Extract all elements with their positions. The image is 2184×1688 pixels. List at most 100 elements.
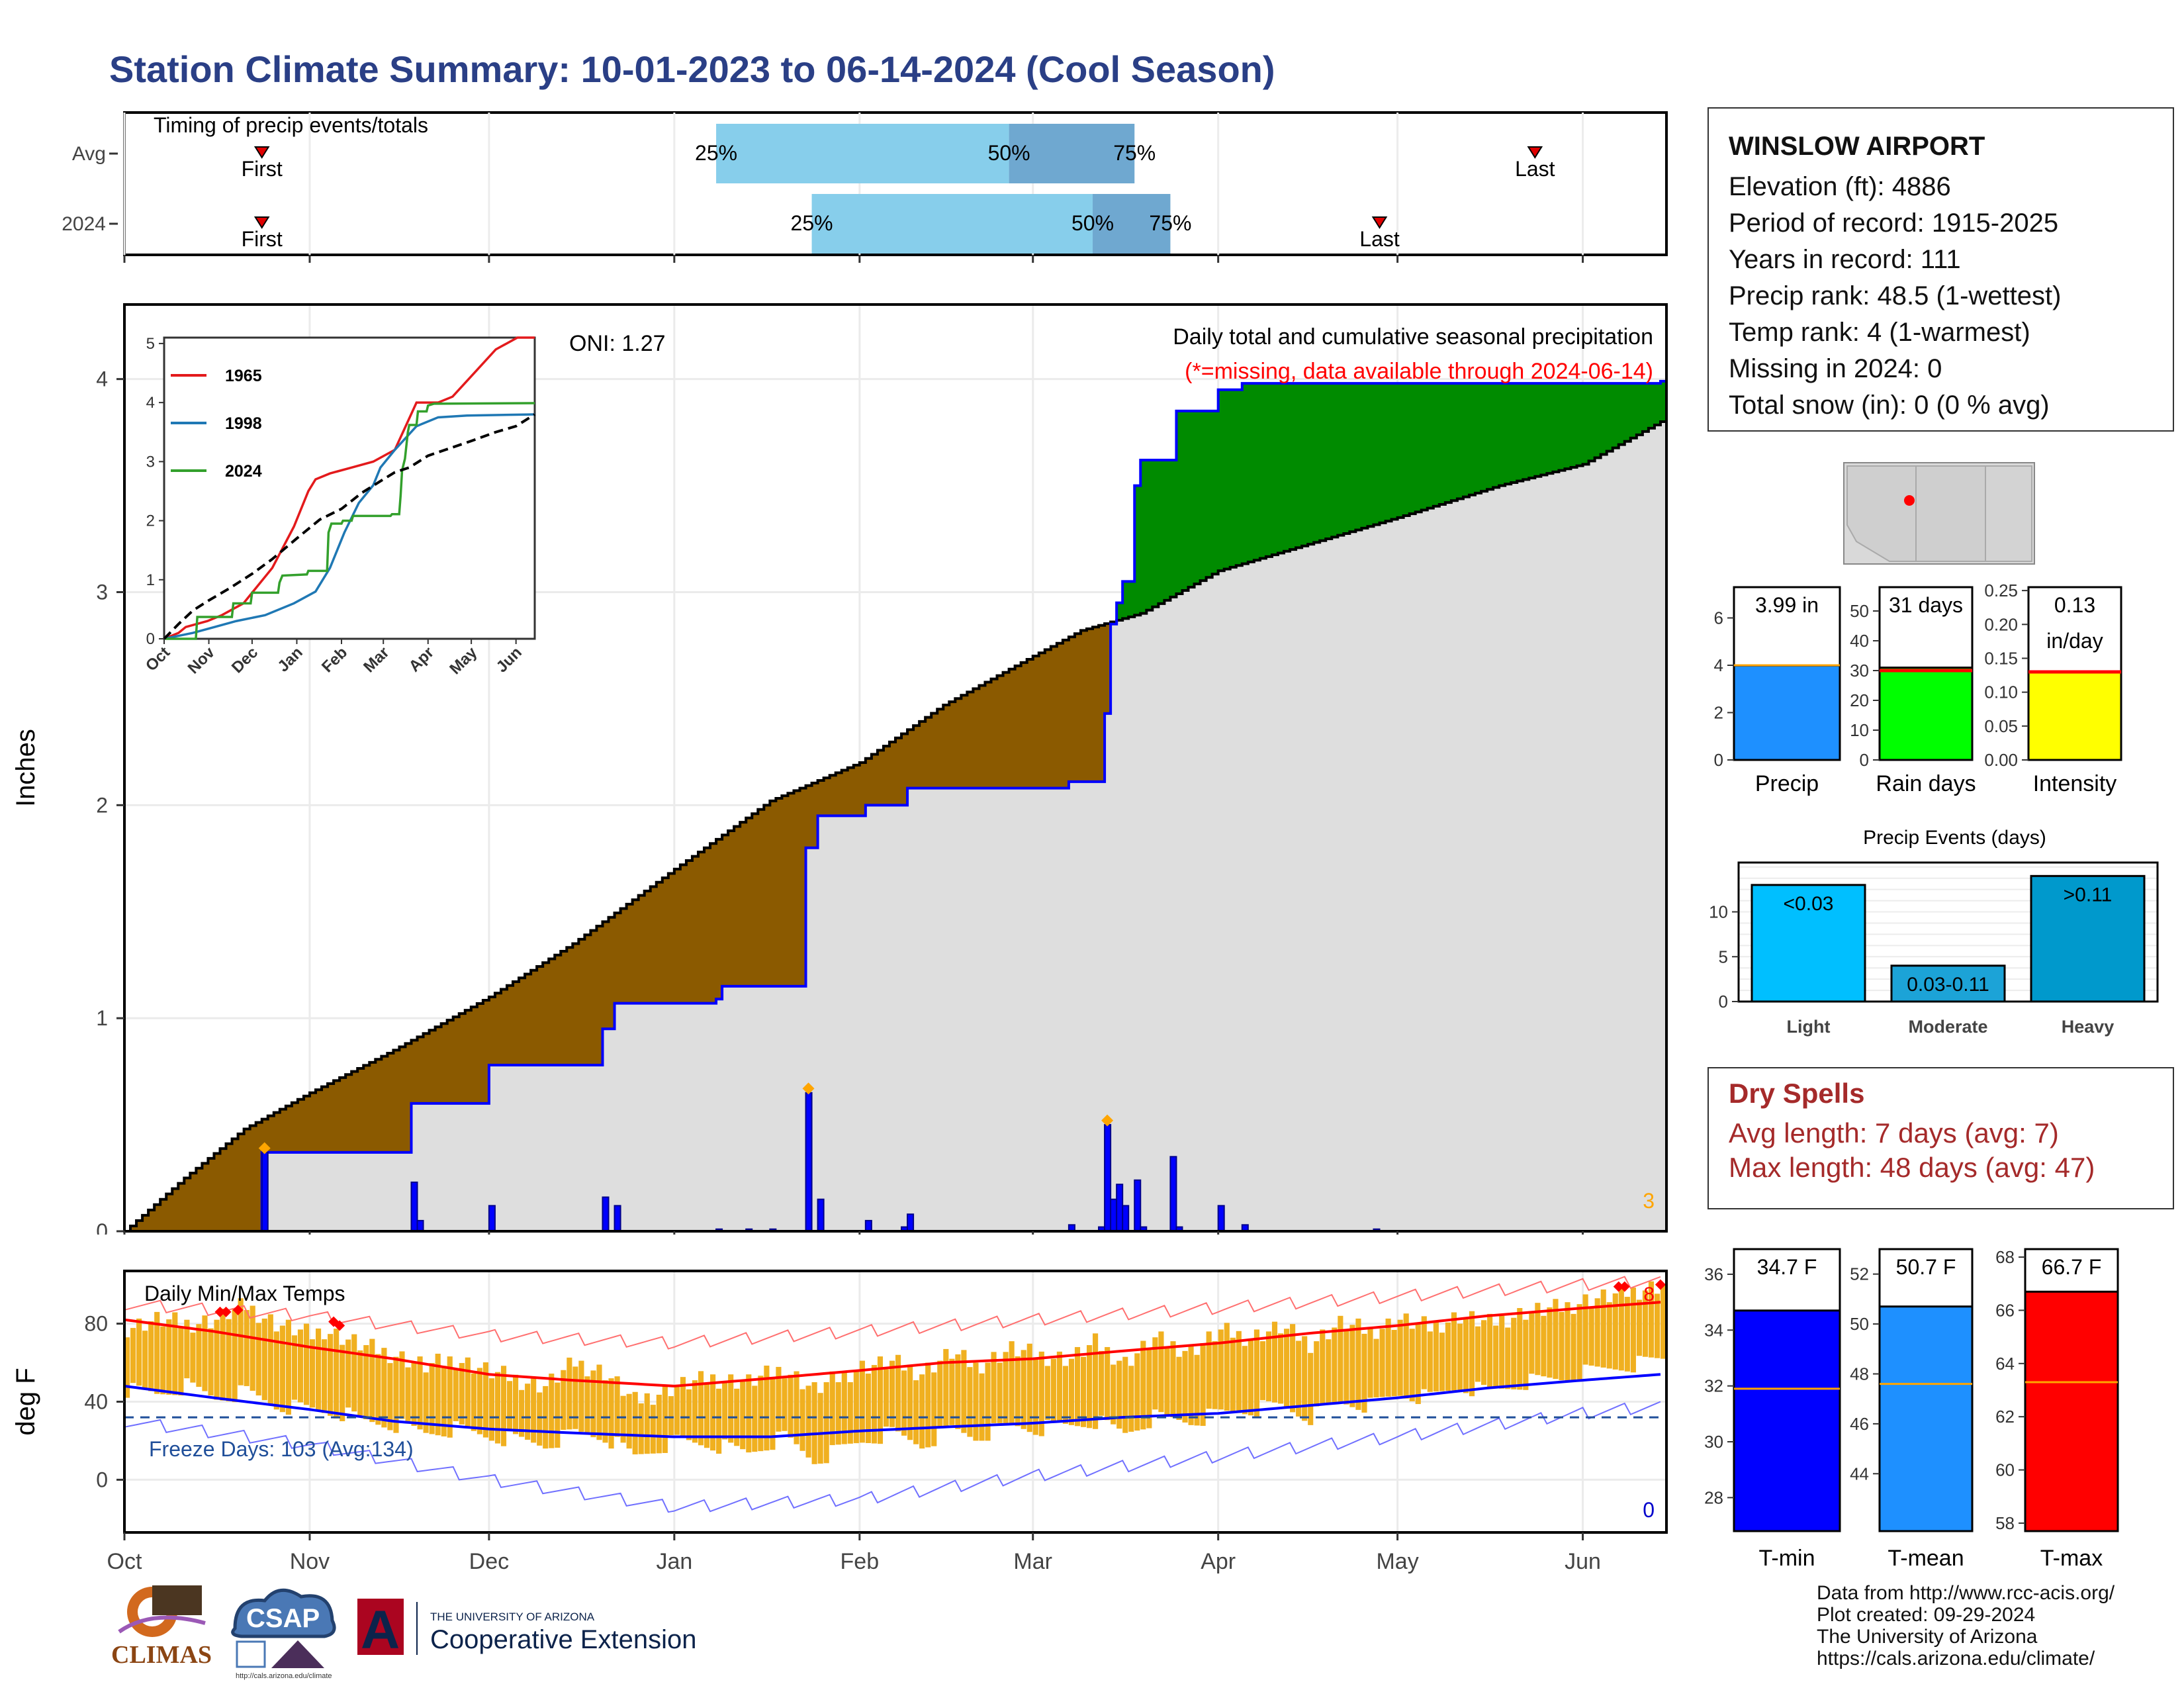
daily-temp-bar (973, 1362, 979, 1441)
precip-y-tick-label: 4 (96, 367, 108, 391)
daily-temp-bar (1588, 1307, 1594, 1366)
inset-legend-label: 1998 (225, 414, 262, 433)
daily-temp-bar (1582, 1294, 1588, 1365)
timing-bar-25-50 (811, 194, 1093, 254)
climas-text: CLIMAS (111, 1641, 212, 1669)
timing-bar-25-50 (716, 124, 1009, 183)
precip-subtitle: (*=missing, data available through 2024-… (1185, 359, 1653, 384)
daily-temp-bar (309, 1339, 316, 1408)
events-bar-label: >0.11 (2064, 884, 2113, 906)
daily-temp-bar (895, 1354, 901, 1432)
daily-temp-bar (740, 1382, 746, 1450)
daily-temp-bar (859, 1360, 865, 1443)
max-event-marker (258, 1142, 271, 1154)
daily-temp-bar (823, 1382, 829, 1464)
daily-precip-bar (410, 1181, 418, 1233)
daily-temp-bar (1003, 1352, 1009, 1423)
daily-temp-bar (196, 1324, 202, 1387)
daily-temp-bar (477, 1368, 482, 1434)
daily-temp-bar (1236, 1331, 1242, 1413)
map-state-newmexico (1915, 465, 1986, 562)
daily-temp-bar (1146, 1350, 1152, 1429)
daily-temp-bar (716, 1388, 722, 1454)
timing-marker (253, 216, 270, 229)
daily-temp-bar (1624, 1297, 1630, 1372)
daily-temp-bar (531, 1377, 537, 1443)
daily-temp-bar (877, 1356, 884, 1444)
dry-spells-title: Dry Spells (1729, 1078, 1865, 1109)
page-title: Station Climate Summary: 10-01-2023 to 0… (109, 48, 1275, 90)
mini-panel-name: Precip (1755, 771, 1819, 796)
daily-temp-bar (1308, 1352, 1314, 1425)
month-label: Jun (1565, 1549, 1601, 1574)
precip-observed-line (124, 379, 1666, 1233)
inset-y-tick-label: 3 (146, 453, 155, 471)
daily-temp-bar (1271, 1321, 1278, 1403)
daily-precip-bar (1134, 1179, 1142, 1233)
mini-panel-value-label: 31 days (1889, 593, 1963, 617)
precip-y-tick-label: 3 (96, 580, 108, 604)
daily-temp-bar (692, 1380, 698, 1443)
events-bar (1890, 964, 2006, 1003)
daily-temp-bar (1284, 1329, 1290, 1408)
daily-temp-bar (1487, 1313, 1493, 1388)
daily-temp-bar (238, 1298, 244, 1385)
temp-title: Daily Min/Max Temps (144, 1282, 345, 1305)
season-totals-charts: 3.99 in 0 2 4 6 Precip 31 days 0 10 20 30 40 50 Rain … (1714, 581, 2122, 796)
daily-temp-bar (399, 1351, 405, 1419)
daily-temp-bar (1565, 1302, 1570, 1381)
precip-normal-line (124, 420, 1666, 1233)
daily-temp-bar (1080, 1356, 1087, 1427)
mini-panel-bar (1733, 1309, 1841, 1532)
month-label: Feb (841, 1549, 880, 1574)
daily-temp-bar (1630, 1288, 1636, 1373)
timing-marker-label: Last (1359, 227, 1400, 251)
daily-temp-bar (124, 1337, 130, 1398)
daily-precip-bar (1217, 1205, 1225, 1232)
csap-text: CSAP (246, 1604, 320, 1633)
month-label: May (1376, 1549, 1418, 1574)
daily-temp-bar (184, 1319, 190, 1379)
daily-temp-bar (482, 1362, 488, 1438)
daily-temp-bar (961, 1350, 967, 1433)
csap-logo: CSAP http://cals.arizona.edu/climate (231, 1588, 336, 1680)
inset-y-tick-label: 1 (146, 571, 155, 589)
dry-spells-max: Max length: 48 days (avg: 47) (1729, 1152, 2095, 1183)
daily-temp-bar (459, 1363, 465, 1425)
events-bar (2030, 874, 2146, 1003)
daily-temp-bar (1457, 1323, 1463, 1390)
daily-temp-bar (506, 1381, 513, 1432)
logos-row: CLIMAS CSAP http://cals.arizona.edu/clim… (111, 1585, 696, 1680)
daily-temp-bar (991, 1352, 997, 1423)
daily-temp-bar (405, 1367, 411, 1423)
daily-temp-bar (907, 1364, 913, 1440)
daily-temp-bar (1612, 1293, 1618, 1370)
daily-temp-bar (805, 1385, 811, 1458)
daily-temp-bar (650, 1405, 656, 1454)
timing-bar-50-75 (1093, 194, 1171, 254)
mini-panel-bar (1878, 1305, 1974, 1532)
daily-temp-bar (1439, 1333, 1445, 1391)
daily-temp-bar (154, 1311, 160, 1394)
daily-temp-bar (1361, 1333, 1367, 1413)
daily-temp-bar (722, 1382, 728, 1440)
daily-precip-bar (488, 1205, 496, 1232)
daily-temp-bar (746, 1374, 752, 1453)
mini-panel-y-label: 10 (1850, 720, 1869, 740)
daily-temp-bar (261, 1318, 267, 1401)
daily-temp-bar (985, 1362, 991, 1441)
daily-temp-bar (1086, 1345, 1093, 1429)
daily-temp-bar (1499, 1315, 1505, 1389)
oni-label: ONI: 1.27 (569, 331, 666, 356)
timing-pct-label: 50% (988, 141, 1030, 165)
daily-temp-bar (1038, 1351, 1044, 1436)
daily-temp-bar (303, 1323, 310, 1405)
daily-temp-bar (220, 1308, 226, 1401)
events-y-label: 0 (1719, 992, 1728, 1011)
timing-title: Timing of precip events/totals (154, 113, 428, 137)
temp-y-axis-label: deg F (11, 1368, 40, 1435)
dry-spells-avg: Avg length: 7 days (avg: 7) (1729, 1117, 2059, 1149)
temp-y-tick-label: 40 (84, 1390, 108, 1414)
daily-temp-bar (381, 1348, 387, 1428)
daily-temp-bar (555, 1382, 561, 1448)
